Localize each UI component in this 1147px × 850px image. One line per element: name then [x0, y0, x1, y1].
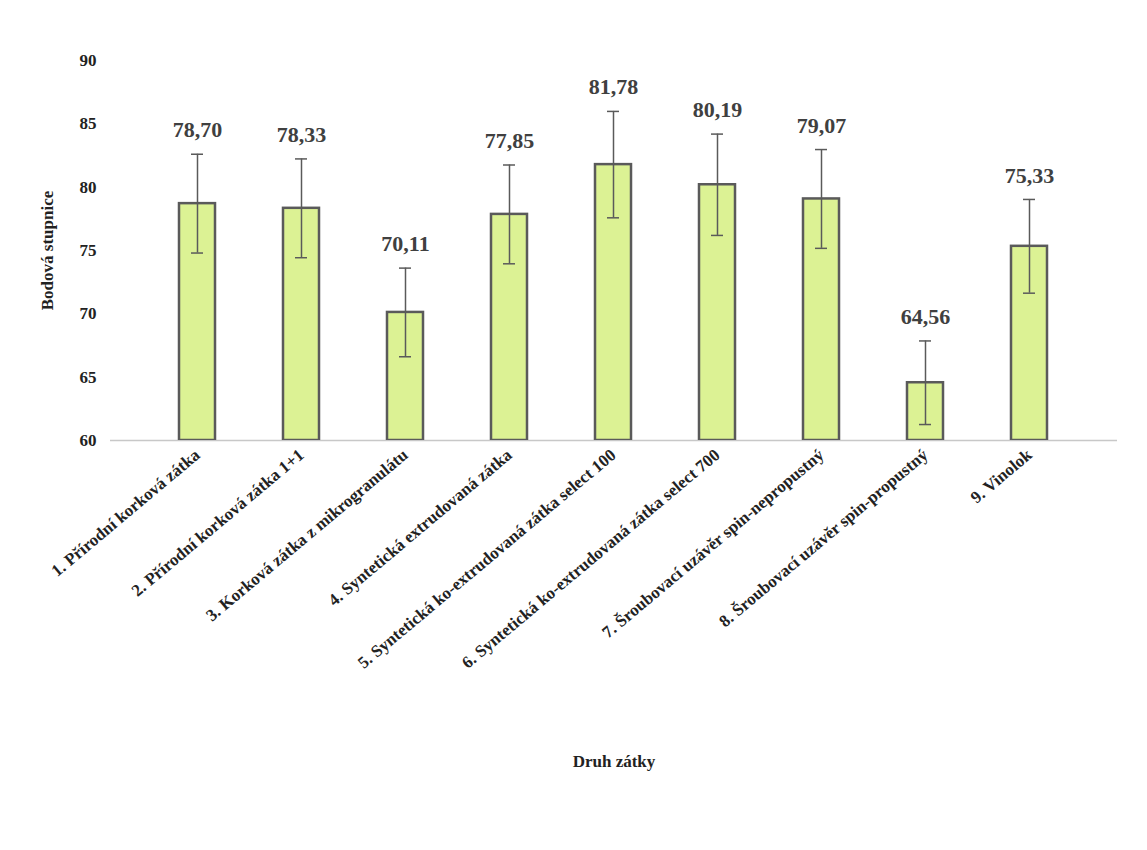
svg-text:79,07: 79,07: [797, 113, 847, 138]
svg-text:75,33: 75,33: [1005, 162, 1055, 187]
svg-text:90: 90: [80, 51, 97, 70]
svg-text:7. Šroubovací uzávěr spin-nepr: 7. Šroubovací uzávěr spin-nepropustný: [598, 445, 828, 642]
svg-text:75: 75: [80, 241, 97, 260]
svg-text:78,33: 78,33: [277, 122, 327, 147]
svg-text:2. Přírodní korková zátka 1+1: 2. Přírodní korková zátka 1+1: [128, 445, 308, 600]
svg-text:80,19: 80,19: [693, 97, 743, 122]
svg-text:64,56: 64,56: [901, 304, 951, 329]
svg-text:1. Přírodní korková zátka: 1. Přírodní korková zátka: [47, 445, 204, 581]
svg-text:4. Syntetická extrudovaná zátk: 4. Syntetická extrudovaná zátka: [325, 445, 516, 610]
svg-text:8. Šroubovací uzávěr spin-prop: 8. Šroubovací uzávěr spin-propustný: [715, 445, 932, 631]
svg-text:78,70: 78,70: [173, 117, 223, 142]
svg-text:70: 70: [80, 304, 97, 323]
svg-text:81,78: 81,78: [589, 74, 639, 99]
svg-text:Druh zátky: Druh zátky: [573, 752, 656, 771]
svg-text:Bodová stupnice: Bodová stupnice: [38, 190, 57, 310]
svg-text:65: 65: [80, 368, 97, 387]
svg-text:6. Syntetická ko-extrudovaná z: 6. Syntetická ko-extrudovaná zátka selec…: [458, 445, 724, 673]
svg-text:85: 85: [80, 114, 97, 133]
svg-text:77,85: 77,85: [485, 128, 535, 153]
svg-text:60: 60: [80, 431, 97, 450]
svg-text:80: 80: [80, 178, 97, 197]
svg-text:9. Vinolok: 9. Vinolok: [967, 445, 1036, 507]
svg-text:3. Korková zátka z mikrogranul: 3. Korková zátka z mikrogranulátu: [202, 445, 411, 625]
svg-text:70,11: 70,11: [381, 231, 429, 256]
svg-text:5. Syntetická ko-extrudovaná z: 5. Syntetická ko-extrudovaná zátka selec…: [354, 445, 620, 673]
